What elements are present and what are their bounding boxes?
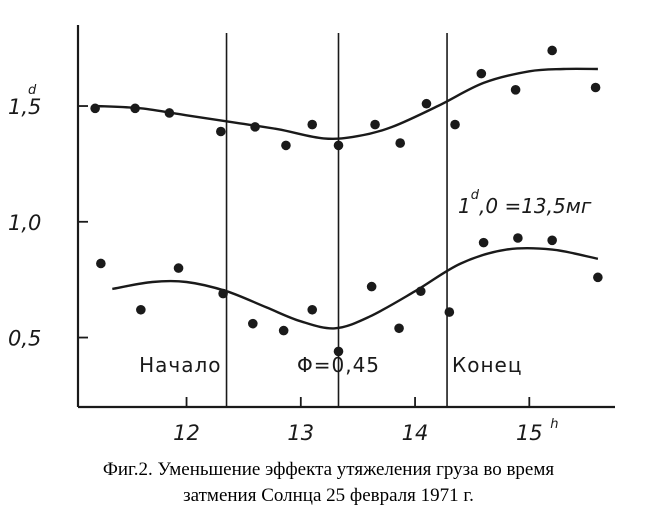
data-point (136, 304, 146, 315)
event-label: Начало (139, 353, 221, 377)
data-point (333, 346, 344, 357)
data-point (218, 288, 228, 299)
data-point (513, 233, 523, 243)
data-point (415, 286, 426, 297)
figure-caption-line-1: Фиг.2. Уменьшение эффекта утяжеления гру… (102, 459, 555, 480)
data-point (130, 103, 140, 114)
data-point (281, 140, 291, 151)
chart-axes (76, 25, 615, 409)
data-point (547, 235, 557, 246)
data-point (593, 272, 603, 283)
data-point (248, 318, 258, 329)
data-point (90, 103, 100, 114)
event-label: Φ=0,45 (297, 353, 380, 377)
x-tick-label: 15 (516, 421, 543, 445)
data-point (307, 304, 318, 315)
data-point (370, 119, 380, 130)
data-point (173, 263, 184, 273)
data-point (478, 237, 489, 248)
fit-curve-2 (112, 246, 599, 330)
data-point (250, 122, 260, 132)
y-unit-label: d (28, 83, 37, 98)
data-point (421, 98, 432, 109)
fit-curve-1 (95, 67, 598, 141)
data-point (333, 140, 344, 151)
data-point (444, 307, 455, 317)
figure-caption-line-2: затмения Солнца 25 февраля 1971 г. (183, 485, 474, 506)
y-tick-label: 0,5 (8, 327, 41, 351)
data-point (278, 325, 289, 336)
chart-labels: 12 13 14 15 h 1,5d 1,0 0,5 Начало Φ=0,45 Конец 1d,0… (8, 83, 592, 445)
data-point (547, 45, 557, 56)
y-tick-label: 1,5 (8, 95, 41, 119)
data-point (164, 108, 175, 118)
data-point (216, 126, 226, 137)
data-point (366, 281, 377, 292)
data-point (476, 68, 487, 79)
event-label: Конец (452, 353, 522, 377)
data-point (307, 119, 318, 130)
y-tick-label: 1,0 (8, 211, 41, 235)
data-point (394, 323, 404, 334)
data-point (96, 258, 106, 269)
data-point (450, 119, 460, 130)
data-point (395, 138, 406, 148)
x-tick-label: 14 (402, 421, 429, 445)
x-unit-label: h (550, 417, 558, 432)
data-point (590, 82, 601, 93)
calibration-annotation: 1d,0 =13,5мг (458, 188, 592, 218)
fit-curves (95, 67, 599, 330)
event-lines (225, 33, 448, 407)
data-point (510, 85, 521, 95)
x-tick-label: 13 (287, 421, 314, 445)
x-tick-label: 12 (173, 421, 200, 445)
data-points (90, 45, 603, 357)
